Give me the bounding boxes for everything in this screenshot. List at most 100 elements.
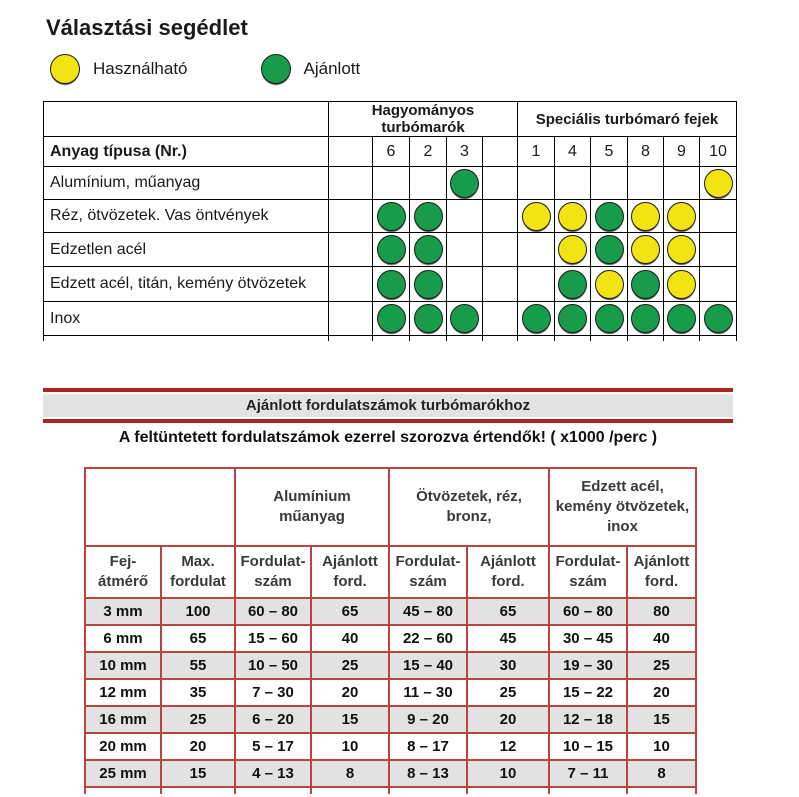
rating-cell (482, 301, 518, 336)
rating-cell (409, 232, 447, 267)
usable-dot (631, 235, 660, 264)
speed-value-cell: 7 – 30 (234, 678, 312, 707)
cropped-cell (43, 335, 329, 341)
speed-body: Alumínium műanyag Ötvözetek, réz, bronz, E… (84, 467, 697, 794)
speed-subheader: Ajánlott ford. (626, 545, 697, 599)
speed-value-cell: 55 (160, 651, 236, 680)
selection-group-row: Hagyományos turbómarók Speciális turbómar… (43, 101, 737, 137)
rating-cell (517, 166, 555, 200)
speed-value-cell: 8 – 13 (388, 759, 468, 788)
speed-subheader: Ajánlott ford. (310, 545, 390, 599)
speed-value-cell: 45 (466, 624, 550, 653)
recommended-dot (450, 304, 479, 333)
material-label: Réz, ötvözetek. Vas öntvények (43, 199, 329, 233)
usable-dot (703, 168, 733, 198)
cropped-cell (409, 335, 447, 341)
column-number-header: 6 (372, 136, 410, 167)
speed-value-cell: 20 (626, 678, 697, 707)
column-number-header: 9 (663, 136, 700, 167)
rating-cell (699, 199, 737, 233)
speed-value-cell: 40 (310, 624, 390, 653)
rating-cell (663, 199, 700, 233)
rating-cell (663, 301, 700, 336)
rating-cell (372, 199, 410, 233)
material-row: Edzetlen acél (43, 232, 737, 267)
rating-cell (372, 232, 410, 267)
speed-value-cell: 15 – 22 (548, 678, 628, 707)
recommended-dot (558, 304, 587, 333)
usable-dot-icon (50, 54, 80, 84)
material-type-header: Anyag típusa (Nr.) (43, 136, 329, 167)
cropped-cell (590, 335, 628, 341)
rating-cell (517, 232, 555, 267)
cropped-cell (84, 786, 162, 794)
cropped-cell (663, 335, 700, 341)
recommended-dot (413, 304, 443, 333)
speed-subheader: Fej- átmérő (84, 545, 162, 599)
speed-value-cell: 15 – 40 (388, 651, 468, 680)
speed-value-cell: 25 (160, 705, 236, 734)
cropped-cell (482, 335, 518, 341)
speed-group-row: Alumínium műanyag Ötvözetek, réz, bronz, E… (84, 467, 697, 547)
rating-cell (328, 301, 373, 336)
column-number-header: 5 (590, 136, 628, 167)
rating-cell (482, 266, 518, 302)
cropped-cell (554, 335, 591, 341)
speed-value-cell: 11 – 30 (388, 678, 468, 707)
speed-value-cell: 15 (626, 705, 697, 734)
legend-usable-label: Használható (93, 59, 188, 78)
cropped-cell (328, 335, 373, 341)
head-diameter-cell: 6 mm (84, 624, 162, 653)
rating-cell (446, 301, 483, 336)
speed-value-cell: 12 (466, 732, 550, 761)
rating-cell (627, 266, 664, 302)
rating-cell (627, 166, 664, 200)
recommended-dot (631, 269, 660, 299)
speed-subheader: Fordulat- szám (234, 545, 312, 599)
column-number-header: 10 (699, 136, 737, 167)
speed-value-cell: 40 (626, 624, 697, 653)
speed-data-row: 3 mm 100 60 – 80 65 45 – 80 65 60 – 80 80 (84, 597, 697, 626)
usable-dot (667, 235, 696, 264)
speed-value-cell: 30 (466, 651, 550, 680)
speed-data-row: 10 mm 55 10 – 50 25 15 – 40 30 19 – 30 25 (84, 651, 697, 680)
rating-cell (663, 266, 700, 302)
usable-dot (558, 235, 587, 264)
cropped-cell (699, 335, 737, 341)
selection-number-row: Anyag típusa (Nr.) 6 2 3 1 4 5 8 9 10 (43, 136, 737, 167)
speed-value-cell: 20 (310, 678, 390, 707)
rating-cell (372, 301, 410, 336)
recommended-dot (594, 235, 624, 264)
speed-value-cell: 65 (310, 597, 390, 626)
speed-value-cell: 4 – 13 (234, 759, 312, 788)
column-number-header: 2 (409, 136, 447, 167)
material-label: Edzetlen acél (43, 232, 329, 267)
speed-data-row: 25 mm 15 4 – 13 8 8 – 13 10 7 – 11 8 (84, 759, 697, 788)
speed-data-row: 20 mm 20 5 – 17 10 8 – 17 12 10 – 15 10 (84, 732, 697, 761)
rating-cell (699, 166, 737, 200)
speed-group-header: Alumínium műanyag (234, 467, 390, 547)
usable-dot (521, 201, 551, 231)
usable-dot (558, 201, 587, 231)
speed-value-cell: 10 – 50 (234, 651, 312, 680)
rating-cell (627, 301, 664, 336)
head-diameter-cell: 10 mm (84, 651, 162, 680)
rating-cell (372, 266, 410, 302)
head-diameter-cell: 12 mm (84, 678, 162, 707)
speed-value-cell: 22 – 60 (388, 624, 468, 653)
legend: Használható Ajánlott (50, 54, 360, 84)
recommended-dot (594, 201, 624, 231)
rating-cell (409, 166, 447, 200)
group-header: Hagyományos turbómarók (328, 101, 518, 137)
speed-value-cell: 15 – 60 (234, 624, 312, 653)
speed-value-cell: 12 – 18 (548, 705, 628, 734)
speed-note: A feltüntetett fordulatszámok ezerrel sz… (118, 429, 658, 446)
recommended-dot (376, 304, 406, 333)
speed-subheader: Ajánlott ford. (466, 545, 550, 599)
rating-cell (328, 232, 373, 267)
cropped-cell (160, 786, 236, 794)
recommended-dot (376, 269, 406, 299)
cropped-cell (446, 335, 483, 341)
head-diameter-cell: 3 mm (84, 597, 162, 626)
speed-value-cell: 60 – 80 (548, 597, 628, 626)
